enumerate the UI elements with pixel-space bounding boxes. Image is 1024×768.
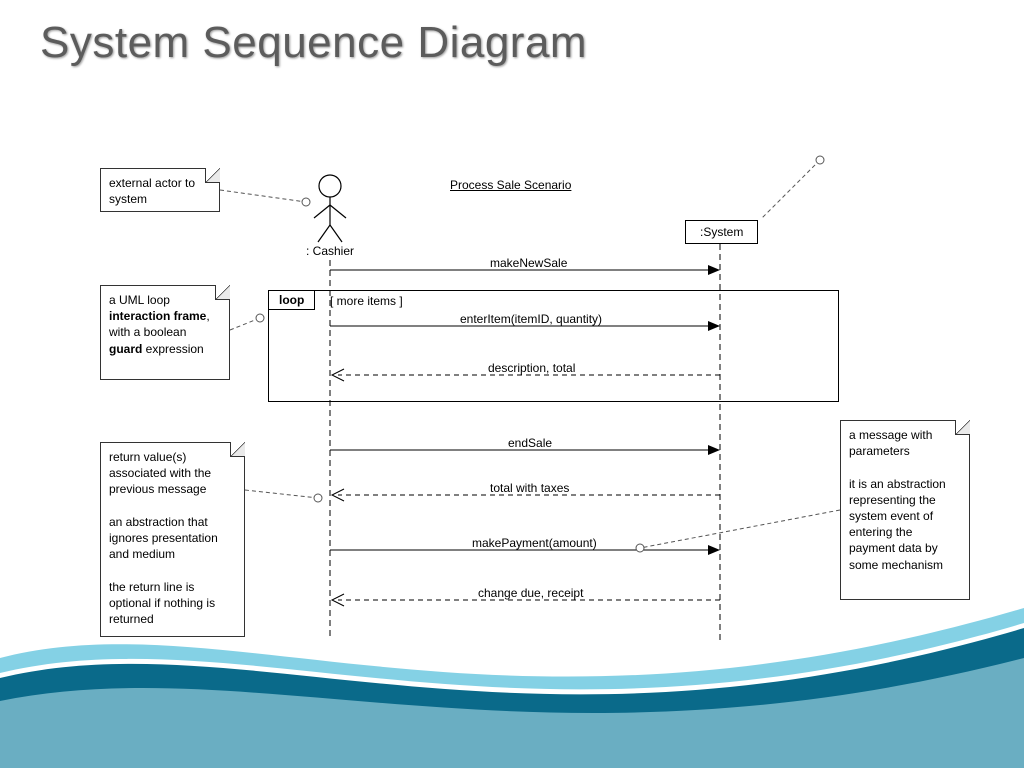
- note-external-actor: external actor to system: [100, 168, 220, 212]
- msg-enterItem: enterItem(itemID, quantity): [460, 312, 602, 326]
- note-fold-icon: [230, 442, 245, 457]
- note-text: a UML loop interaction frame, with a boo…: [109, 293, 210, 356]
- note-fold-icon: [205, 168, 220, 183]
- actor-label: : Cashier: [306, 244, 354, 258]
- msg-makePayment: makePayment(amount): [472, 536, 597, 550]
- actor-icon: [314, 175, 346, 242]
- note-text: return value(s) associated with the prev…: [109, 450, 218, 626]
- msg-total-taxes: total with taxes: [490, 481, 569, 495]
- page-title: System Sequence Diagram: [40, 18, 587, 68]
- note-text: a message with parametersit is an abstra…: [849, 428, 946, 572]
- note-fold-icon: [955, 420, 970, 435]
- msg-change-due: change due, receipt: [478, 586, 583, 600]
- note-message-params: a message with parametersit is an abstra…: [840, 420, 970, 600]
- note-return-value: return value(s) associated with the prev…: [100, 442, 245, 637]
- scenario-title: Process Sale Scenario: [450, 178, 571, 192]
- note-fold-icon: [215, 285, 230, 300]
- note-loop-frame: a UML loop interaction frame, with a boo…: [100, 285, 230, 380]
- msg-makeNewSale: makeNewSale: [490, 256, 567, 270]
- loop-tab: loop: [268, 290, 315, 310]
- msg-endSale: endSale: [508, 436, 552, 450]
- msg-description-total: description, total: [488, 361, 575, 375]
- note-text: external actor to system: [109, 176, 195, 206]
- loop-guard: [ more items ]: [330, 294, 403, 308]
- system-object: :System: [685, 220, 758, 244]
